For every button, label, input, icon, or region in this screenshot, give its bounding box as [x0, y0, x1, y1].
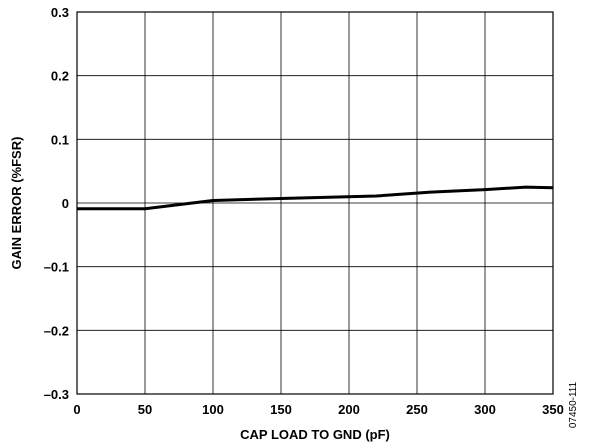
y-tick-label: 0: [62, 196, 69, 211]
y-tick-label: 0.3: [51, 5, 69, 20]
x-tick-label: 0: [73, 402, 80, 417]
grid: [77, 12, 553, 394]
x-tick-label: 150: [270, 402, 292, 417]
plot-frame: [76, 11, 554, 395]
series-line: [77, 185, 554, 211]
x-tick-label: 350: [542, 402, 564, 417]
x-axis-title: CAP LOAD TO GND (pF): [240, 427, 390, 442]
x-tick-label: 250: [406, 402, 428, 417]
y-tick-label: –0.2: [44, 323, 69, 338]
y-tick-label: 0.1: [51, 132, 69, 147]
series-layer: [77, 185, 554, 211]
figure-code-label: 07450-111: [568, 381, 579, 428]
x-tick-label: 200: [338, 402, 360, 417]
y-axis-title: GAIN ERROR (%FSR): [9, 137, 24, 270]
y-tick-labels: 0.3 0.2 0.1 0 –0.1 –0.2 –0.3: [44, 5, 69, 402]
x-tick-label: 100: [202, 402, 224, 417]
x-tick-label: 50: [138, 402, 152, 417]
y-tick-label: –0.3: [44, 387, 69, 402]
y-tick-label: 0.2: [51, 69, 69, 84]
x-tick-labels: 0 50 100 150 200 250 300 350: [73, 402, 563, 417]
x-tick-label: 300: [474, 402, 496, 417]
y-tick-label: –0.1: [44, 260, 69, 275]
